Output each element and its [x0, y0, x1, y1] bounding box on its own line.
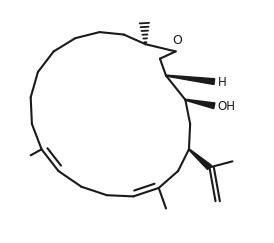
Polygon shape: [189, 149, 212, 170]
Polygon shape: [166, 75, 215, 85]
Text: H: H: [218, 76, 226, 89]
Text: OH: OH: [218, 100, 235, 113]
Text: O: O: [173, 34, 182, 47]
Polygon shape: [185, 99, 215, 109]
